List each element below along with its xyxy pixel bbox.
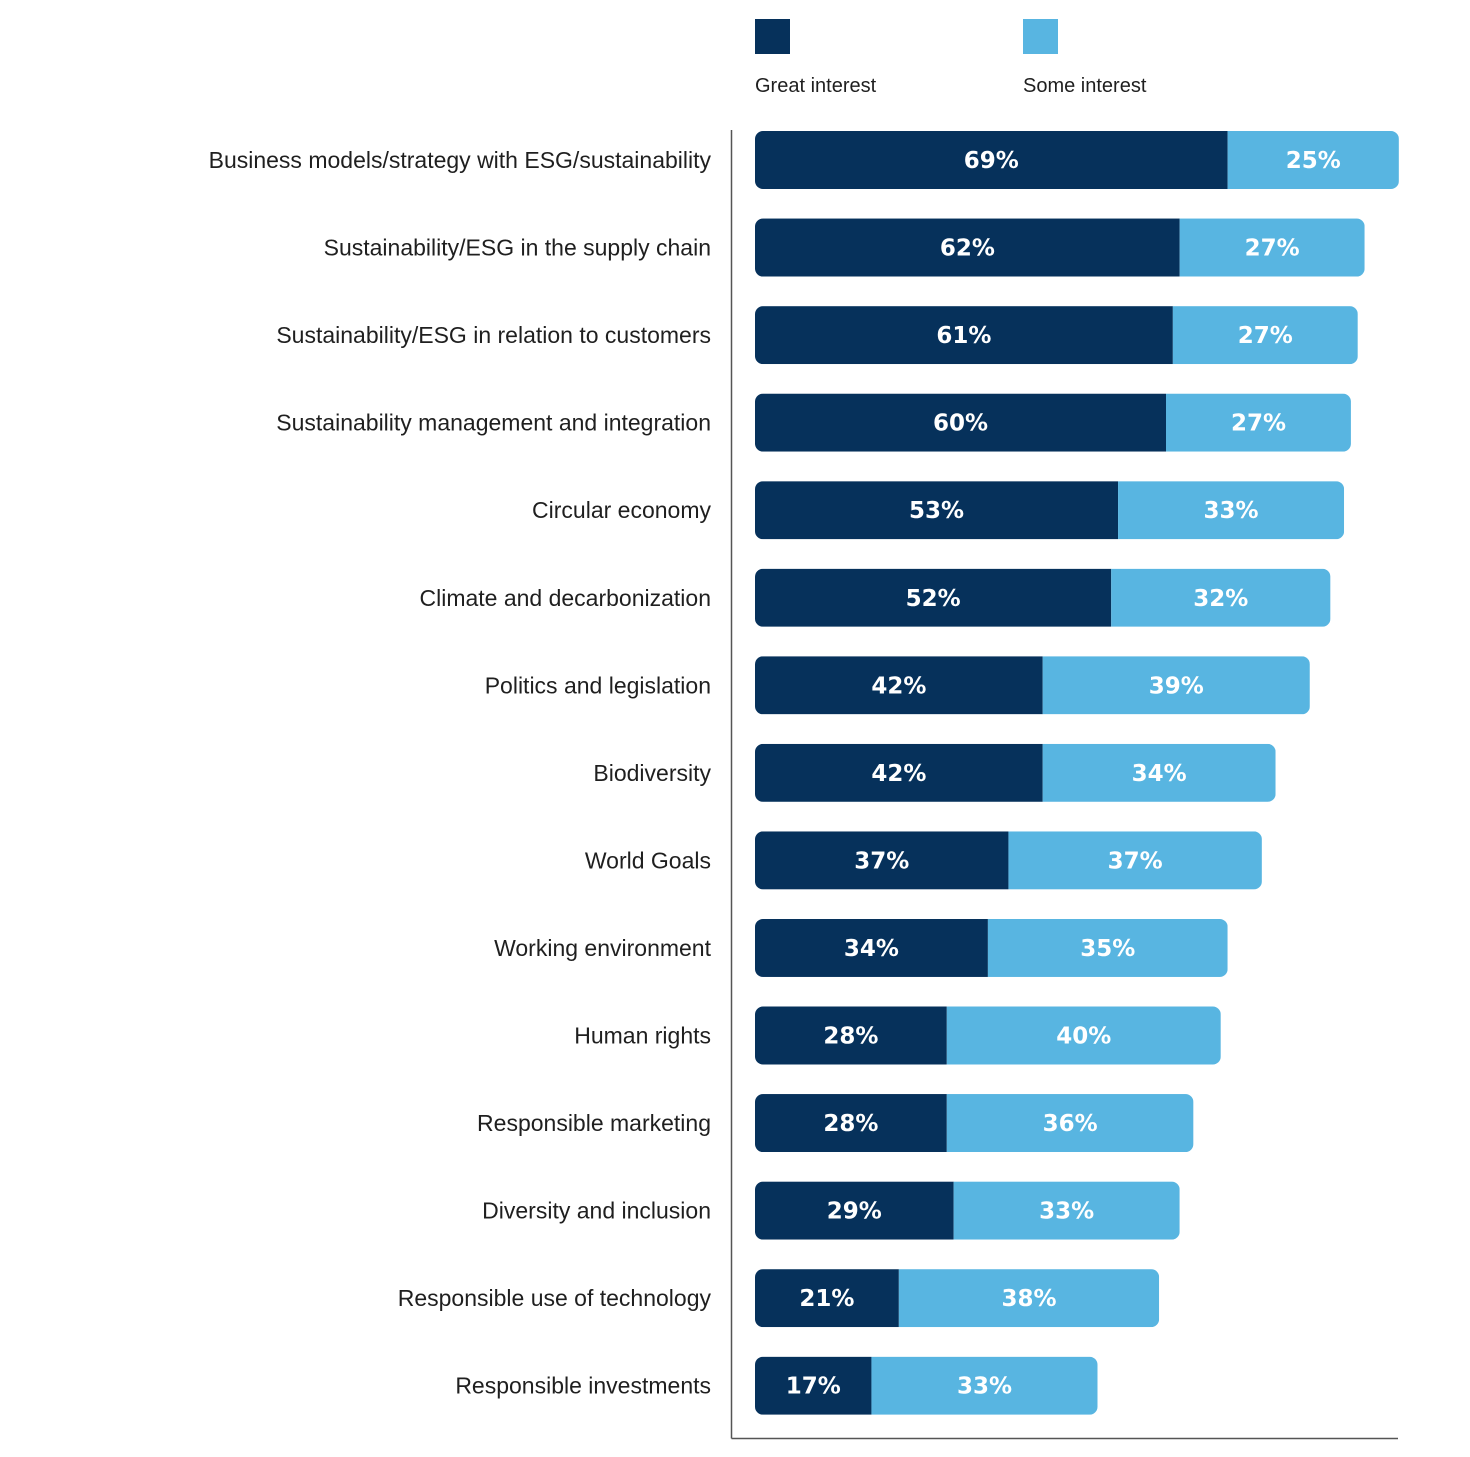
bar-row-politics-and-legislation xyxy=(755,656,1310,715)
axes xyxy=(730,130,1398,1440)
value-label-great-interest-responsible-marketing: 28% xyxy=(823,1111,878,1137)
value-label-some-interest-sustainability-esg-in-relation-to-customers: 27% xyxy=(1238,323,1293,349)
category-label-responsible-marketing: Responsible marketing xyxy=(477,1110,711,1136)
bar-row-sustainability-management-and-integration xyxy=(755,393,1351,452)
category-label-sustainability-management-and-integration: Sustainability management and integratio… xyxy=(276,410,711,436)
bar-some-interest-working-environment xyxy=(987,918,1228,977)
value-label-some-interest-working-environment: 35% xyxy=(1080,936,1135,962)
value-label-some-interest-responsible-investments: 33% xyxy=(957,1374,1012,1400)
value-label-some-interest-diversity-and-inclusion: 33% xyxy=(1039,1199,1094,1225)
bar-great-interest-responsible-marketing xyxy=(755,1094,947,1153)
value-label-great-interest-world-goals: 37% xyxy=(854,848,909,874)
category-label-world-goals: World Goals xyxy=(585,847,711,873)
category-label-politics-and-legislation: Politics and legislation xyxy=(485,672,711,698)
bar-great-interest-responsible-investments xyxy=(755,1356,872,1415)
bar-some-interest-human-rights xyxy=(946,1006,1221,1065)
legend-swatch-great-interest xyxy=(755,19,790,54)
bar-some-interest-sustainability-management-and-integration xyxy=(1166,393,1351,452)
bar-some-interest-politics-and-legislation xyxy=(1042,656,1310,715)
value-label-great-interest-business-models-strategy-with-esg-sustainability: 69% xyxy=(964,148,1019,174)
value-label-great-interest-biodiversity: 42% xyxy=(871,761,926,787)
category-label-circular-economy: Circular economy xyxy=(532,497,711,523)
value-label-great-interest-human-rights: 28% xyxy=(823,1024,878,1050)
value-label-great-interest-climate-and-decarbonization: 52% xyxy=(906,586,961,612)
value-label-great-interest-sustainability-esg-in-the-supply-chain: 62% xyxy=(940,236,995,262)
bar-some-interest-world-goals xyxy=(1008,831,1262,890)
bar-row-diversity-and-inclusion xyxy=(755,1181,1180,1240)
bar-great-interest-responsible-use-of-technology xyxy=(755,1269,899,1328)
bar-row-human-rights xyxy=(755,1006,1221,1065)
legend: Great interest Some interest xyxy=(755,19,1147,97)
bar-some-interest-diversity-and-inclusion xyxy=(953,1181,1180,1240)
bar-great-interest-sustainability-esg-in-the-supply-chain xyxy=(755,218,1180,277)
value-label-some-interest-responsible-use-of-technology: 38% xyxy=(1001,1286,1056,1312)
bar-row-responsible-use-of-technology xyxy=(755,1269,1160,1328)
value-label-great-interest-politics-and-legislation: 42% xyxy=(871,673,926,699)
value-label-some-interest-world-goals: 37% xyxy=(1108,848,1163,874)
bar-some-interest-biodiversity xyxy=(1042,743,1276,802)
bar-row-business-models-strategy-with-esg-sustainability xyxy=(755,131,1399,189)
bar-row-working-environment xyxy=(755,918,1228,977)
value-label-some-interest-business-models-strategy-with-esg-sustainability: 25% xyxy=(1286,148,1341,174)
bar-some-interest-business-models-strategy-with-esg-sustainability xyxy=(1227,131,1399,189)
category-label-sustainability-esg-in-relation-to-customers: Sustainability/ESG in relation to custom… xyxy=(276,322,711,348)
bar-row-sustainability-esg-in-relation-to-customers xyxy=(755,306,1358,365)
category-label-biodiversity: Biodiversity xyxy=(593,760,711,786)
value-label-great-interest-sustainability-management-and-integration: 60% xyxy=(933,411,988,437)
bar-row-climate-and-decarbonization xyxy=(755,568,1331,627)
bar-great-interest-sustainability-management-and-integration xyxy=(755,393,1166,452)
bar-some-interest-climate-and-decarbonization xyxy=(1111,568,1331,627)
value-label-some-interest-politics-and-legislation: 39% xyxy=(1149,673,1204,699)
value-label-great-interest-circular-economy: 53% xyxy=(909,498,964,524)
value-label-great-interest-responsible-use-of-technology: 21% xyxy=(799,1286,854,1312)
value-label-some-interest-climate-and-decarbonization: 32% xyxy=(1193,586,1248,612)
value-label-great-interest-diversity-and-inclusion: 29% xyxy=(827,1199,882,1225)
category-label-sustainability-esg-in-the-supply-chain: Sustainability/ESG in the supply chain xyxy=(324,235,711,261)
bar-row-responsible-investments xyxy=(755,1356,1098,1415)
bar-great-interest-business-models-strategy-with-esg-sustainability xyxy=(755,131,1228,189)
value-label-some-interest-circular-economy: 33% xyxy=(1204,498,1259,524)
bar-row-responsible-marketing xyxy=(755,1094,1194,1153)
bar-some-interest-responsible-marketing xyxy=(946,1094,1194,1153)
bar-row-biodiversity xyxy=(755,743,1276,802)
category-label-responsible-use-of-technology: Responsible use of technology xyxy=(398,1285,712,1311)
category-label-climate-and-decarbonization: Climate and decarbonization xyxy=(419,585,711,611)
bar-great-interest-working-environment xyxy=(755,918,988,977)
bar-great-interest-politics-and-legislation xyxy=(755,656,1043,715)
bar-great-interest-sustainability-esg-in-relation-to-customers xyxy=(755,306,1173,365)
category-label-business-models-strategy-with-esg-sustainability: Business models/strategy with ESG/sustai… xyxy=(209,147,712,173)
bar-some-interest-responsible-use-of-technology xyxy=(898,1269,1160,1328)
value-label-some-interest-human-rights: 40% xyxy=(1056,1024,1111,1050)
bar-great-interest-human-rights xyxy=(755,1006,947,1065)
category-label-working-environment: Working environment xyxy=(494,935,712,961)
legend-swatch-some-interest xyxy=(1023,19,1058,54)
bar-great-interest-climate-and-decarbonization xyxy=(755,568,1112,627)
value-label-some-interest-biodiversity: 34% xyxy=(1132,761,1187,787)
bar-great-interest-circular-economy xyxy=(755,481,1119,540)
legend-label-great-interest: Great interest xyxy=(755,75,877,97)
bar-some-interest-circular-economy xyxy=(1118,481,1345,540)
bar-some-interest-sustainability-esg-in-the-supply-chain xyxy=(1179,218,1365,277)
bar-great-interest-world-goals xyxy=(755,831,1009,890)
bar-great-interest-biodiversity xyxy=(755,743,1043,802)
value-label-great-interest-responsible-investments: 17% xyxy=(786,1374,841,1400)
value-label-great-interest-sustainability-esg-in-relation-to-customers: 61% xyxy=(936,323,991,349)
category-label-responsible-investments: Responsible investments xyxy=(455,1373,711,1399)
legend-label-some-interest: Some interest xyxy=(1023,75,1147,97)
bar-great-interest-diversity-and-inclusion xyxy=(755,1181,954,1240)
bar-some-interest-sustainability-esg-in-relation-to-customers xyxy=(1172,306,1358,365)
bar-some-interest-responsible-investments xyxy=(871,1356,1098,1415)
bar-row-circular-economy xyxy=(755,481,1345,540)
category-label-human-rights: Human rights xyxy=(574,1023,711,1049)
value-label-some-interest-sustainability-esg-in-the-supply-chain: 27% xyxy=(1245,236,1300,262)
category-label-diversity-and-inclusion: Diversity and inclusion xyxy=(482,1198,711,1224)
bars: 69% 25% 62% 27% 61% 27% 60% 27% 53% 33% 52% 32% 42% 3… xyxy=(755,131,1399,1415)
bar-row-world-goals xyxy=(755,831,1262,890)
category-labels: Business models/strategy with ESG/sustai… xyxy=(209,147,712,1399)
bar-row-sustainability-esg-in-the-supply-chain xyxy=(755,218,1365,277)
value-label-great-interest-working-environment: 34% xyxy=(844,936,899,962)
value-label-some-interest-responsible-marketing: 36% xyxy=(1043,1111,1098,1137)
value-label-some-interest-sustainability-management-and-integration: 27% xyxy=(1231,411,1286,437)
